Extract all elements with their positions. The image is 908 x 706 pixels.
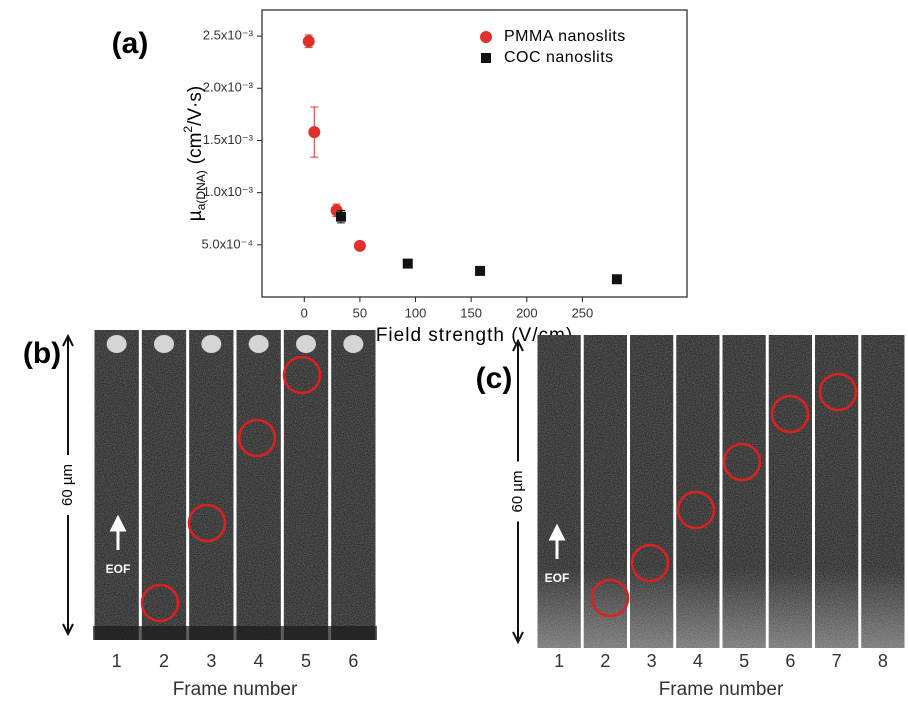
image-grain: [94, 330, 139, 640]
panel-b: (b) 1 2 3 4 5 6 Frame number 60 µm EOF: [23, 330, 377, 700]
molecule-highlight: [282, 355, 322, 395]
x-axis-label: Field strength (V/cm): [376, 325, 573, 346]
frame-number: 1: [112, 651, 122, 671]
x-tick-label: 150: [460, 305, 482, 320]
bright-region: [722, 335, 766, 648]
frame-number: 2: [159, 651, 169, 671]
bright-spot: [296, 335, 316, 353]
data-point: [335, 211, 346, 222]
bright-spot: [248, 335, 269, 353]
legend-label: PMMA nanoslits: [504, 28, 626, 45]
molecule-highlight: [770, 394, 810, 434]
scale-label: 60 µm: [509, 471, 526, 513]
molecule-highlight: [237, 418, 277, 458]
data-point: [353, 239, 366, 252]
bright-spot: [106, 335, 127, 353]
x-tick-label: 50: [353, 305, 367, 320]
x-axis-label: Frame number: [173, 679, 298, 700]
frame-number: 4: [693, 651, 703, 671]
frame-number: 5: [301, 651, 311, 671]
bright-spot: [154, 335, 174, 353]
channel-floor: [93, 626, 377, 640]
bright-region: [768, 335, 812, 648]
y-tick-label: 2.5x10⁻³: [203, 28, 254, 43]
y-axis-label-part: (cm: [185, 133, 206, 165]
frame-number: 8: [878, 651, 888, 671]
molecule-highlight: [818, 372, 858, 412]
y-tick-label: 1.5x10⁻³: [203, 132, 254, 147]
scale-label-bg: [59, 455, 77, 515]
flow-label: EOF: [545, 571, 570, 585]
data-point: [302, 35, 315, 48]
image-grain: [331, 330, 376, 640]
bright-region: [861, 335, 905, 648]
frame-number: 2: [600, 651, 610, 671]
y-tick-label: 5.0x10⁻⁴: [202, 236, 253, 251]
image-grain: [283, 330, 329, 640]
frame-number: 1: [554, 651, 564, 671]
scale-label: 60 µm: [59, 464, 76, 506]
x-axis-label: Frame number: [659, 679, 784, 700]
molecule-highlight: [590, 578, 630, 618]
molecule-highlight: [187, 503, 227, 543]
frame-number: 3: [206, 651, 216, 671]
plot-frame: [261, 9, 688, 298]
bright-spot: [201, 335, 222, 353]
scale-label-bg: [509, 461, 527, 522]
frame-number: 6: [785, 651, 795, 671]
image-grain: [141, 330, 187, 640]
data-point: [475, 265, 486, 276]
image-grain: [236, 330, 281, 640]
frame-number: 7: [832, 651, 842, 671]
panel-label: (b): [23, 337, 61, 370]
bright-spot: [343, 335, 364, 353]
panel-label: (a): [112, 27, 149, 60]
y-tick-label: 1.0x10⁻³: [203, 184, 254, 199]
legend-marker: [481, 53, 491, 63]
frame-number: 3: [647, 651, 657, 671]
x-tick-label: 0: [301, 305, 308, 320]
bright-region: [537, 335, 581, 648]
image-grain: [189, 330, 234, 640]
panel-label: (c): [476, 362, 513, 395]
molecule-highlight: [676, 490, 716, 530]
bright-region: [583, 335, 627, 648]
data-point: [308, 126, 321, 139]
bright-region: [630, 335, 674, 648]
y-axis-label-part: /V·s): [185, 86, 206, 126]
frame-number: 4: [254, 651, 264, 671]
y-tick-label: 2.0x10⁻³: [203, 80, 254, 95]
flow-label: EOF: [106, 562, 131, 576]
y-axis-label-part: µ: [185, 210, 206, 221]
y-axis-label-part: 2: [181, 126, 195, 133]
bright-region: [815, 335, 859, 648]
y-axis-label-part: a(DNA): [194, 170, 208, 210]
molecule-highlight: [140, 583, 180, 623]
scatter-chart: (a) 0 50 100 150 200 250 5.0x10⁻⁴ 1.0x10⁻³ 1.5x10…: [112, 9, 688, 346]
frame-number: 5: [739, 651, 749, 671]
frame-number: 6: [348, 651, 358, 671]
data-point: [402, 258, 413, 269]
panel-c: (c) 1 2 3 4 5 6 7 8 Frame number 60 µm EOF: [476, 335, 905, 700]
molecule-highlight: [722, 442, 762, 482]
data-point: [611, 274, 622, 285]
molecule-highlight: [630, 543, 670, 583]
flow-arrow: [109, 514, 127, 550]
legend-label: COC nanoslits: [504, 49, 614, 66]
legend-marker: [480, 31, 492, 43]
y-axis-label: µa(DNA) (cm2/V·s): [181, 86, 208, 221]
x-tick-label: 200: [516, 305, 538, 320]
flow-arrow: [548, 523, 566, 559]
x-tick-label: 250: [572, 305, 594, 320]
x-tick-label: 100: [405, 305, 427, 320]
